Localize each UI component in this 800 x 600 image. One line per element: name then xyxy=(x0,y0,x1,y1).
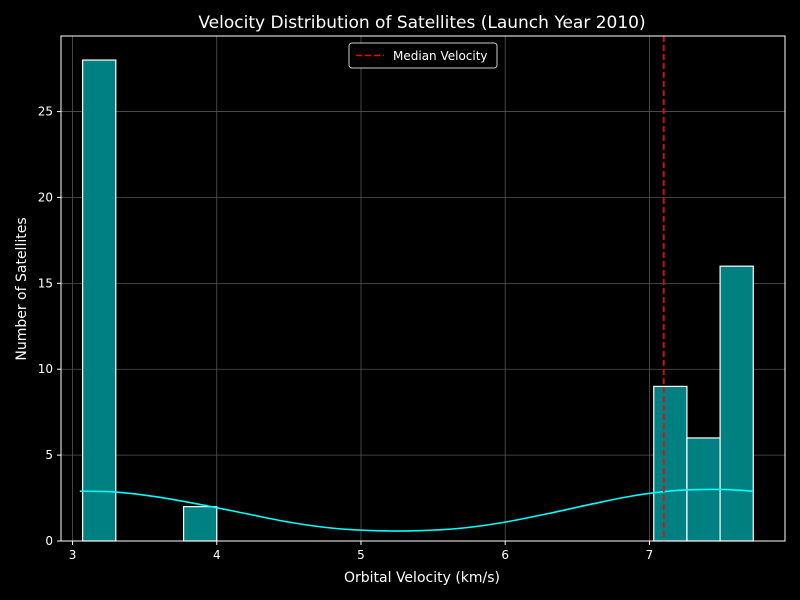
x-tick-label: 6 xyxy=(501,548,509,562)
histogram-bars xyxy=(82,59,754,542)
plot-frame xyxy=(60,35,786,542)
y-tick-label: 20 xyxy=(38,190,53,204)
x-tick-label: 5 xyxy=(357,548,365,562)
axis-ticks: 3 4 5 6 7 0 5 10 15 20 25 xyxy=(38,105,654,562)
y-tick-label: 25 xyxy=(38,105,53,119)
histogram-bar xyxy=(719,265,754,542)
y-tick-label: 5 xyxy=(45,448,53,462)
legend-median-label: Median Velocity xyxy=(393,49,488,63)
legend-box xyxy=(348,42,498,69)
y-tick-label: 15 xyxy=(38,276,53,290)
y-tick-label: 10 xyxy=(38,362,53,376)
histogram-bar xyxy=(182,506,218,542)
histogram-bar xyxy=(653,385,688,542)
x-axis-label: Orbital Velocity (km/s) xyxy=(344,570,500,586)
y-axis-label: Number of Satellites xyxy=(14,217,30,360)
x-tick-label: 7 xyxy=(646,548,654,562)
kde-curve xyxy=(79,488,754,532)
y-tick-label: 0 xyxy=(45,534,53,548)
x-tick-label: 4 xyxy=(213,548,221,562)
legend: Median Velocity xyxy=(348,42,498,69)
chart-title: Velocity Distribution of Satellites (Lau… xyxy=(198,13,645,33)
histogram-bar xyxy=(82,59,117,542)
x-tick-label: 3 xyxy=(69,548,77,562)
